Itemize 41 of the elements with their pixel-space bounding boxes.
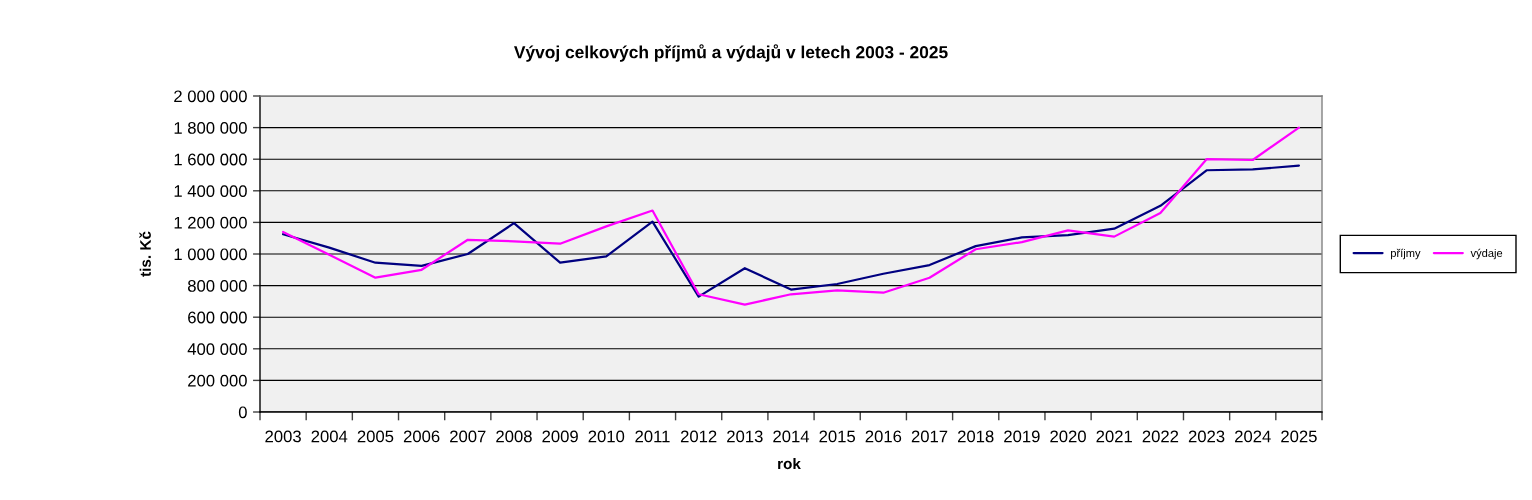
y-tick-label: 1 800 000 <box>174 122 247 134</box>
x-tick-label: 2007 <box>450 430 486 443</box>
y-axis-title: tis. Kč <box>139 231 151 277</box>
x-tick-label: 2011 <box>635 430 670 443</box>
x-tick-label: 2012 <box>680 430 717 443</box>
x-tick-label: 2019 <box>1004 430 1040 443</box>
x-tick-label: 2008 <box>496 430 532 443</box>
x-tick-label: 2013 <box>727 430 763 443</box>
line-series <box>281 126 1301 306</box>
x-tick-label: 2020 <box>1050 430 1086 443</box>
y-tick-label: 2 000 000 <box>174 90 247 103</box>
x-axis-title: rok <box>778 458 801 470</box>
x-tick-label: 2018 <box>958 430 994 443</box>
chart-title: Vývoj celkových příjmů a výdajů v letech 2003 - 2025 <box>514 44 948 62</box>
y-tick-label: 1 400 000 <box>174 185 247 197</box>
x-tick-label: 2024 <box>1235 430 1271 443</box>
x-tick-label: 2023 <box>1188 430 1225 443</box>
x-tick-label: 2022 <box>1142 430 1179 443</box>
x-tick-label: 2025 <box>1281 430 1317 443</box>
y-tick-label: 800 000 <box>187 280 247 292</box>
x-tick-label: 2016 <box>865 430 902 443</box>
y-tick-label: 1 000 000 <box>174 248 247 261</box>
x-tick-label: 2004 <box>311 430 348 443</box>
line-series <box>281 164 1301 298</box>
y-tick-label: 400 000 <box>187 343 247 355</box>
x-tick-label: 2003 <box>265 430 301 443</box>
legend-label: příjmy <box>1391 248 1421 260</box>
x-tick-label: 2006 <box>403 430 440 443</box>
y-tick-label: 0 <box>238 406 247 419</box>
y-tick-label: 1 600 000 <box>174 153 247 166</box>
x-tick-label: 2010 <box>588 430 625 443</box>
x-tick-label: 2021 <box>1096 430 1132 443</box>
x-tick-label: 2017 <box>911 430 948 443</box>
x-tick-label: 2015 <box>819 430 856 443</box>
y-tick-label: 600 000 <box>188 311 247 324</box>
x-tick-label: 2005 <box>357 430 394 443</box>
x-tick-label: 2009 <box>542 430 578 443</box>
x-tick-label: 2014 <box>773 430 810 443</box>
legend-label: výdaje <box>1470 248 1503 260</box>
y-tick-label: 1 200 000 <box>174 216 247 229</box>
y-tick-label: 200 000 <box>188 374 247 387</box>
